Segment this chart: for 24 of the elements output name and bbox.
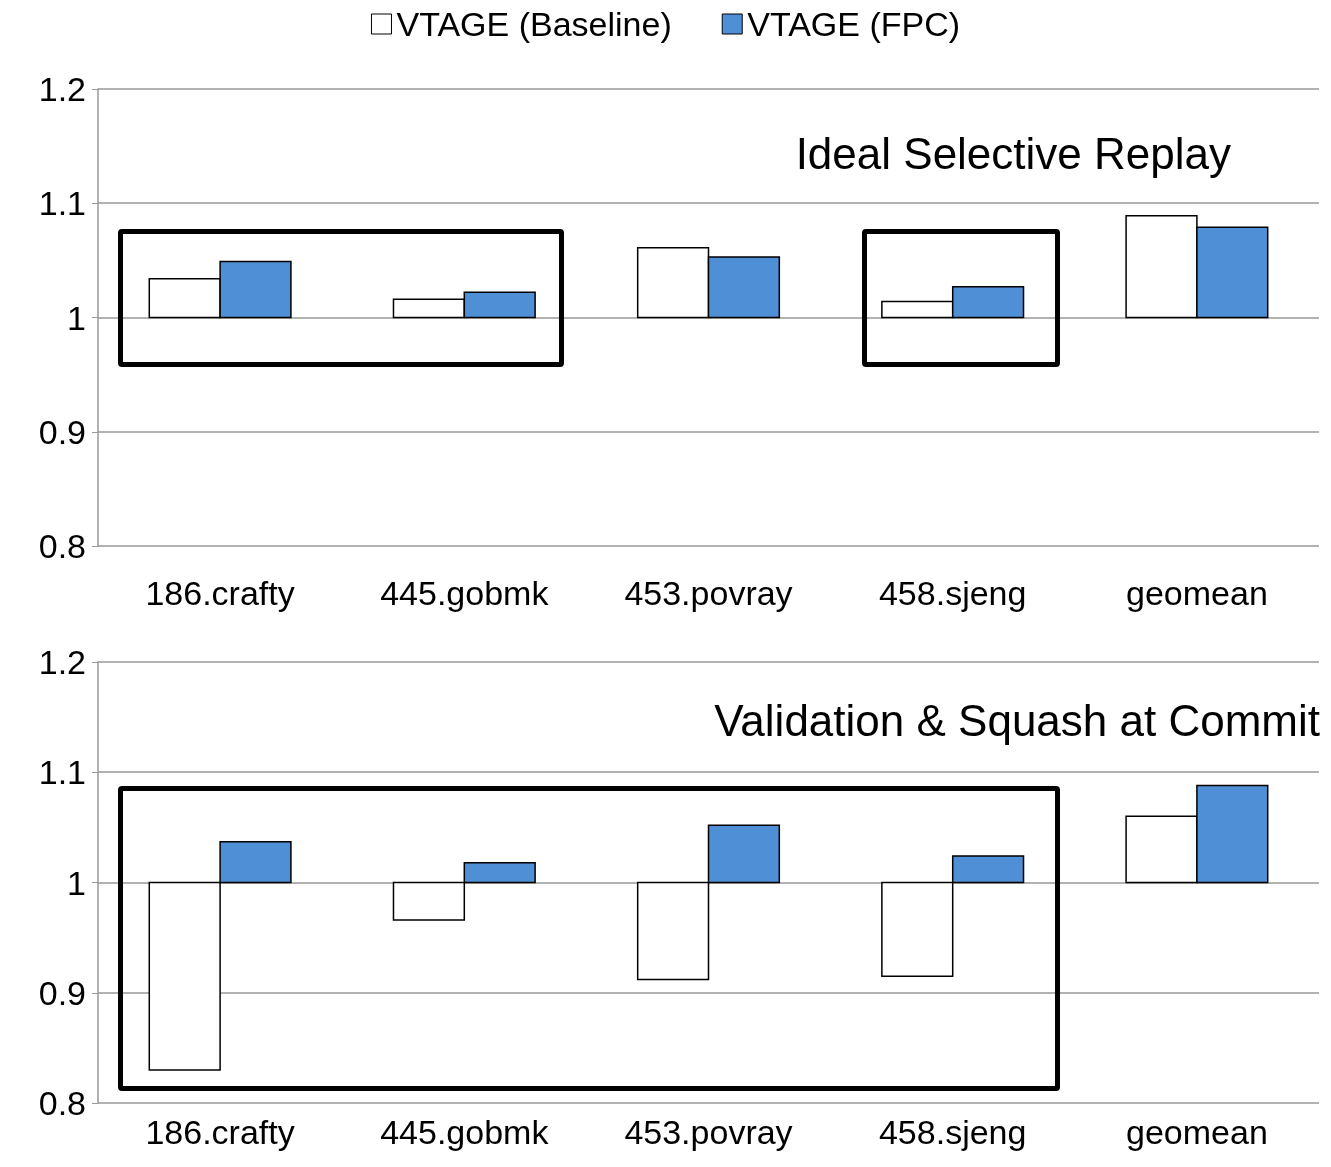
y-tick-label: 1: [67, 298, 86, 337]
x-tick-label: 453.povray: [624, 574, 793, 612]
text: Ideal Selective Replay: [795, 128, 1231, 178]
y-tick-label: 1.1: [38, 753, 86, 792]
x-tick-label: 186.crafty: [145, 1113, 295, 1151]
y-tick-label: 1: [67, 863, 86, 902]
x-tick-label: 458.sjeng: [878, 574, 1027, 612]
x-tick-label: 186.crafty: [145, 574, 295, 612]
text: Validation & Squash at Commit: [714, 695, 1321, 745]
y-tick-label: 0.9: [38, 412, 86, 451]
y-tick-label: 0.8: [38, 527, 86, 565]
y-tick-label: 1.2: [38, 643, 86, 681]
y-tick-label: 1.1: [38, 184, 86, 223]
x-tick-label: 458.sjeng: [878, 1113, 1027, 1151]
x-tick-label: 445.gobmk: [380, 574, 550, 612]
y-tick-label: 1.2: [38, 70, 86, 108]
x-tick-label: geomean: [1126, 1113, 1268, 1151]
y-tick-label: 0.8: [38, 1084, 86, 1122]
x-tick-label: 445.gobmk: [380, 1113, 550, 1151]
y-tick-label: 0.9: [38, 973, 86, 1012]
x-tick-label: 453.povray: [624, 1113, 793, 1151]
legend-label: VTAGE (Baseline): [396, 5, 672, 43]
x-tick-label: geomean: [1126, 574, 1268, 612]
legend-label: VTAGE (FPC): [747, 5, 961, 43]
